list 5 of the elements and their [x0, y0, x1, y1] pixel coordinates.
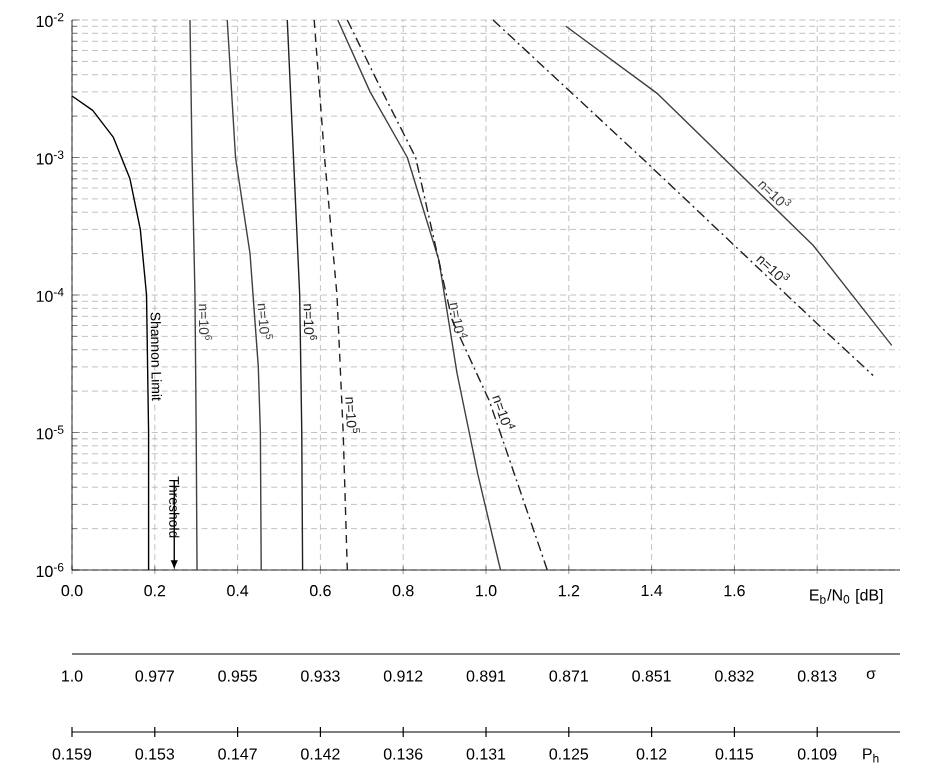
- line-series: [313, 19, 349, 571]
- line-series: [189, 19, 198, 571]
- line-series: [492, 19, 874, 377]
- line-series: [565, 25, 893, 347]
- line-series: [346, 19, 548, 571]
